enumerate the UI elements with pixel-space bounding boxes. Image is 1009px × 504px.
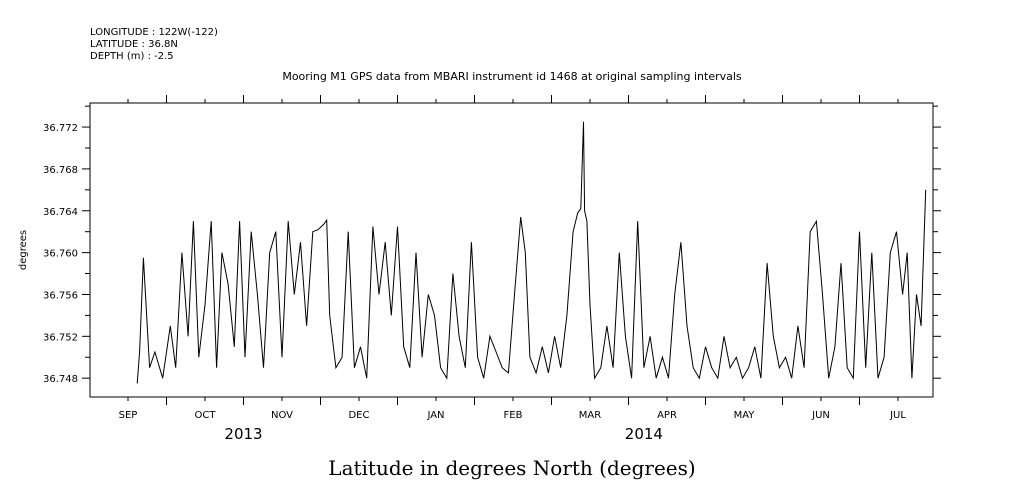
depth-label: DEPTH (m) : -2.5 (90, 51, 174, 62)
series-line (136, 121, 927, 384)
plot-frame (89, 102, 934, 398)
chart-title: Mooring M1 GPS data from MBARI instrumen… (282, 70, 742, 83)
latitude-label: LATITUDE : 36.8N (90, 39, 178, 50)
year-label: 2013 (224, 425, 262, 443)
x-axis: SEP OCT NOV DEC JAN FEB MAR APR MAY JUN JUL 2013 201… (119, 95, 906, 443)
month-label: OCT (195, 410, 217, 421)
month-label: FEB (504, 410, 523, 421)
month-label: JAN (426, 410, 444, 421)
month-label: DEC (348, 410, 369, 421)
month-label: NOV (271, 410, 293, 421)
year-label: 2014 (625, 425, 663, 443)
month-label: JUL (889, 410, 906, 421)
x-axis-label: Latitude in degrees North (degrees) (328, 456, 695, 480)
month-label: SEP (119, 410, 138, 421)
month-label: MAY (734, 410, 756, 421)
y-tick-label: 36.756 (43, 290, 78, 301)
longitude-label: LONGITUDE : 122W(-122) (90, 27, 218, 38)
month-label: JUN (811, 410, 830, 421)
y-axis-label: degrees (18, 230, 29, 270)
data-series (136, 121, 927, 384)
y-tick-label: 36.764 (43, 207, 78, 218)
month-label: APR (657, 410, 677, 421)
y-tick-label: 36.752 (43, 332, 78, 343)
y-tick-label: 36.772 (43, 123, 78, 134)
y-tick-label: 36.760 (43, 249, 78, 260)
month-label: MAR (579, 410, 601, 421)
y-tick-label: 36.748 (43, 374, 78, 385)
y-tick-label: 36.768 (43, 165, 78, 176)
y-axis: 36.748 36.752 36.756 36.760 36.764 36.768 36.7… (43, 105, 941, 385)
